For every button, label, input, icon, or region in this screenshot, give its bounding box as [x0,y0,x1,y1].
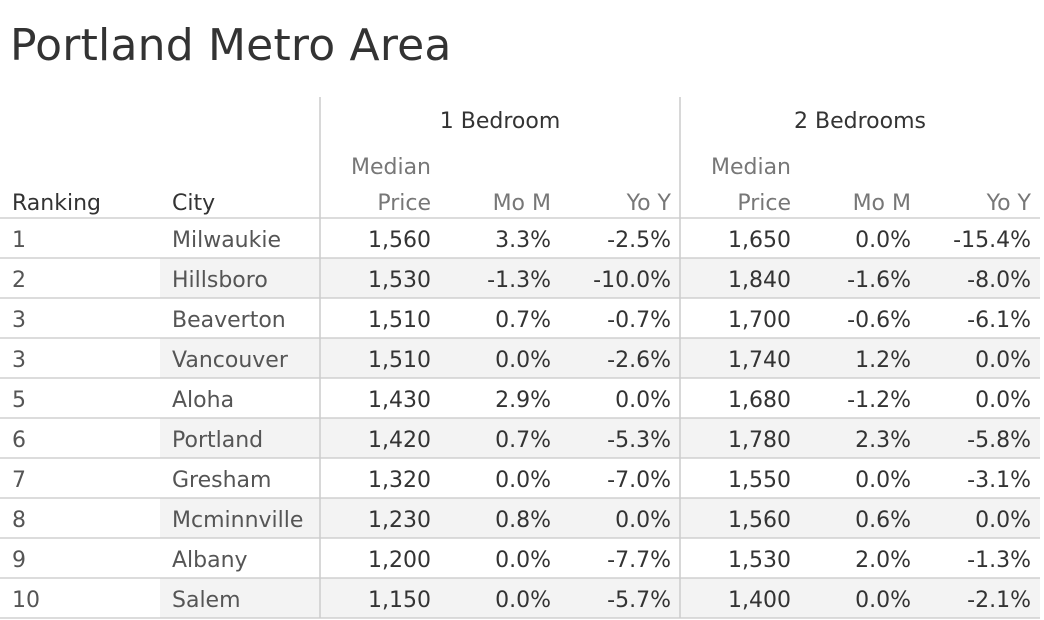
cell-city: Beaverton [172,308,286,333]
cell-yoy: 0.0% [615,388,671,413]
cell-yoy: -1.3% [967,548,1031,573]
row-stripe [160,418,1040,458]
column-header-city: City [172,191,215,216]
cell-median-price: 1,840 [728,268,791,293]
cell-mom: 0.0% [495,548,551,573]
cell-median-price: 1,740 [728,348,791,373]
cell-mom: 2.9% [495,388,551,413]
cell-median-price: 1,650 [728,228,791,253]
cell-rank: 10 [12,588,40,613]
cell-median-price: 1,420 [368,428,431,453]
cell-mom: 0.7% [495,428,551,453]
cell-median-price: 1,680 [728,388,791,413]
row-stripe [160,258,1040,298]
cell-mom: 0.0% [495,468,551,493]
cell-yoy: -10.0% [593,268,671,293]
column-header-price: Price [377,191,431,216]
cell-median-price: 1,430 [368,388,431,413]
column-header-mom: Mo M [853,191,911,216]
cell-median-price: 1,320 [368,468,431,493]
column-header-mom: Mo M [493,191,551,216]
cell-mom: 0.7% [495,308,551,333]
row-stripe [160,338,1040,378]
cell-median-price: 1,530 [368,268,431,293]
cell-yoy: 0.0% [975,388,1031,413]
cell-mom: -1.6% [847,268,911,293]
column-header-price: Price [737,191,791,216]
cell-mom: 2.3% [855,428,911,453]
cell-median-price: 1,530 [728,548,791,573]
cell-yoy: 0.0% [975,348,1031,373]
cell-median-price: 1,400 [728,588,791,613]
cell-mom: 0.0% [495,348,551,373]
row-stripe [160,498,1040,538]
cell-median-price: 1,510 [368,308,431,333]
cell-mom: 0.0% [855,588,911,613]
column-header-median: Median [351,155,431,180]
cell-mom: 3.3% [495,228,551,253]
cell-median-price: 1,780 [728,428,791,453]
cell-yoy: -0.7% [607,308,671,333]
cell-rank: 8 [12,508,26,533]
cell-yoy: -3.1% [967,468,1031,493]
cell-median-price: 1,560 [728,508,791,533]
cell-mom: 0.0% [855,468,911,493]
cell-rank: 3 [12,308,26,333]
group-header: 1 Bedroom [440,109,561,134]
cell-city: Hillsboro [172,268,268,293]
cell-mom: -1.3% [487,268,551,293]
cell-yoy: -6.1% [967,308,1031,333]
cell-city: Aloha [172,388,234,413]
cell-rank: 7 [12,468,26,493]
cell-city: Albany [172,548,248,573]
row-stripe [160,578,1040,618]
cell-city: Portland [172,428,263,453]
cell-mom: 2.0% [855,548,911,573]
cell-rank: 2 [12,268,26,293]
cell-yoy: -5.3% [607,428,671,453]
cell-yoy: -2.5% [607,228,671,253]
page-title: Portland Metro Area [10,20,452,71]
cell-city: Mcminnville [172,508,303,533]
cell-yoy: -2.1% [967,588,1031,613]
cell-rank: 9 [12,548,26,573]
cell-rank: 3 [12,348,26,373]
cell-yoy: -5.7% [607,588,671,613]
group-header: 2 Bedrooms [794,109,926,134]
cell-yoy: -7.0% [607,468,671,493]
cell-median-price: 1,510 [368,348,431,373]
cell-yoy: -8.0% [967,268,1031,293]
cell-mom: -0.6% [847,308,911,333]
cell-median-price: 1,150 [368,588,431,613]
column-header-yoy: Yo Y [986,191,1032,216]
cell-yoy: 0.0% [975,508,1031,533]
cell-city: Vancouver [172,348,289,373]
cell-city: Milwaukie [172,228,281,253]
cell-mom: 1.2% [855,348,911,373]
cell-yoy: -2.6% [607,348,671,373]
cell-median-price: 1,550 [728,468,791,493]
cell-median-price: 1,200 [368,548,431,573]
cell-city: Salem [172,588,241,613]
cell-median-price: 1,230 [368,508,431,533]
cell-yoy: -7.7% [607,548,671,573]
cell-yoy: -15.4% [953,228,1031,253]
cell-rank: 5 [12,388,26,413]
column-header-median: Median [711,155,791,180]
cell-mom: -1.2% [847,388,911,413]
cell-median-price: 1,700 [728,308,791,333]
cell-mom: 0.6% [855,508,911,533]
column-header-ranking: Ranking [12,191,101,216]
cell-yoy: 0.0% [615,508,671,533]
cell-yoy: -5.8% [967,428,1031,453]
cell-rank: 6 [12,428,26,453]
cell-city: Gresham [172,468,271,493]
column-header-yoy: Yo Y [626,191,672,216]
cell-mom: 0.0% [495,588,551,613]
cell-mom: 0.8% [495,508,551,533]
cell-rank: 1 [12,228,26,253]
cell-mom: 0.0% [855,228,911,253]
cell-median-price: 1,560 [368,228,431,253]
